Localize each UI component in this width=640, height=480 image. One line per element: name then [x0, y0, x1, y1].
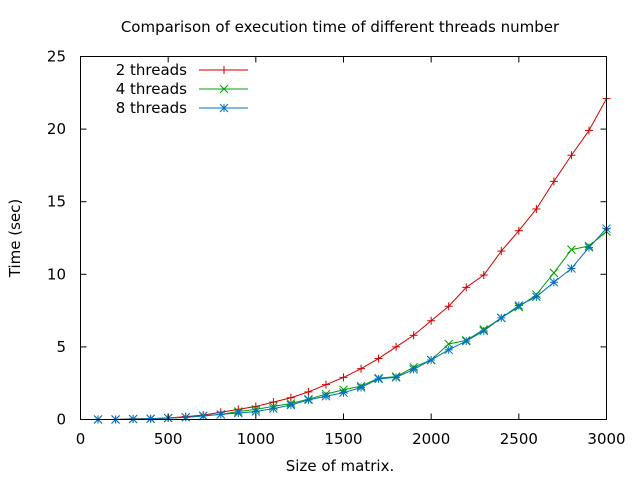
data-point	[584, 126, 593, 135]
series-1	[94, 94, 611, 424]
data-point	[219, 84, 229, 94]
y-tick-label: 25	[47, 48, 66, 66]
data-point	[374, 374, 383, 384]
data-point	[514, 301, 524, 310]
data-point	[357, 364, 366, 373]
data-point	[269, 404, 278, 413]
data-point	[216, 410, 226, 419]
data-point	[374, 354, 383, 363]
series-3	[93, 224, 611, 424]
legend-label: 4 threads	[116, 80, 187, 98]
data-point	[251, 407, 261, 416]
legend-item: 4 threads	[116, 80, 248, 98]
data-point	[532, 204, 541, 213]
x-tick-label: 1500	[324, 430, 362, 448]
data-point	[391, 373, 401, 382]
legend-label: 2 threads	[116, 61, 187, 79]
data-point	[146, 414, 155, 424]
data-point	[426, 355, 436, 365]
chart-title: Comparison of execution time of differen…	[121, 18, 560, 36]
y-tick-label: 15	[47, 193, 66, 211]
data-point	[181, 412, 191, 422]
data-point	[479, 271, 488, 280]
x-axis-label: Size of matrix.	[286, 457, 394, 475]
data-point	[549, 268, 559, 278]
data-point	[479, 326, 489, 336]
data-point	[304, 395, 313, 405]
data-point	[567, 151, 576, 160]
data-point	[444, 345, 454, 355]
data-point	[356, 383, 366, 392]
data-point	[219, 103, 229, 113]
data-point	[339, 373, 348, 382]
data-point	[496, 313, 506, 323]
data-point	[462, 283, 471, 292]
x-tick-label: 2500	[500, 430, 538, 448]
data-point	[233, 408, 243, 418]
series-line	[98, 228, 607, 420]
series-line	[98, 98, 607, 420]
y-tick-label: 5	[56, 338, 66, 356]
data-point	[321, 380, 330, 389]
plot-area	[93, 94, 611, 424]
data-point	[409, 365, 418, 374]
data-point	[584, 243, 594, 252]
data-point	[339, 388, 348, 397]
data-point	[532, 292, 541, 302]
x-tick-label: 3000	[587, 430, 625, 448]
x-tick-label: 0	[76, 430, 86, 448]
data-point	[549, 277, 559, 287]
y-tick-label: 10	[47, 265, 66, 283]
data-point	[304, 387, 313, 396]
data-point	[514, 226, 523, 235]
y-tick-label: 0	[56, 411, 66, 429]
series-2	[93, 227, 611, 424]
y-tick-label: 20	[47, 120, 66, 138]
data-point	[497, 247, 506, 256]
data-point	[220, 66, 228, 74]
data-point	[461, 336, 471, 346]
x-tick-label: 1000	[237, 430, 275, 448]
data-point	[198, 411, 208, 421]
data-point	[409, 331, 418, 340]
data-point	[427, 316, 436, 325]
data-point	[567, 245, 576, 254]
data-point	[321, 391, 331, 401]
y-axis-label: Time (sec)	[6, 199, 24, 278]
data-point	[567, 264, 576, 273]
legend-item: 8 threads	[116, 99, 248, 117]
x-tick-label: 2000	[412, 430, 450, 448]
x-tick-label: 500	[154, 430, 183, 448]
data-point	[286, 393, 295, 402]
data-point	[549, 177, 558, 186]
series-line	[98, 231, 607, 420]
legend-item: 2 threads	[116, 61, 248, 79]
data-point	[286, 400, 296, 410]
data-point	[392, 342, 401, 351]
legend-label: 8 threads	[116, 99, 187, 117]
data-point	[444, 302, 453, 311]
